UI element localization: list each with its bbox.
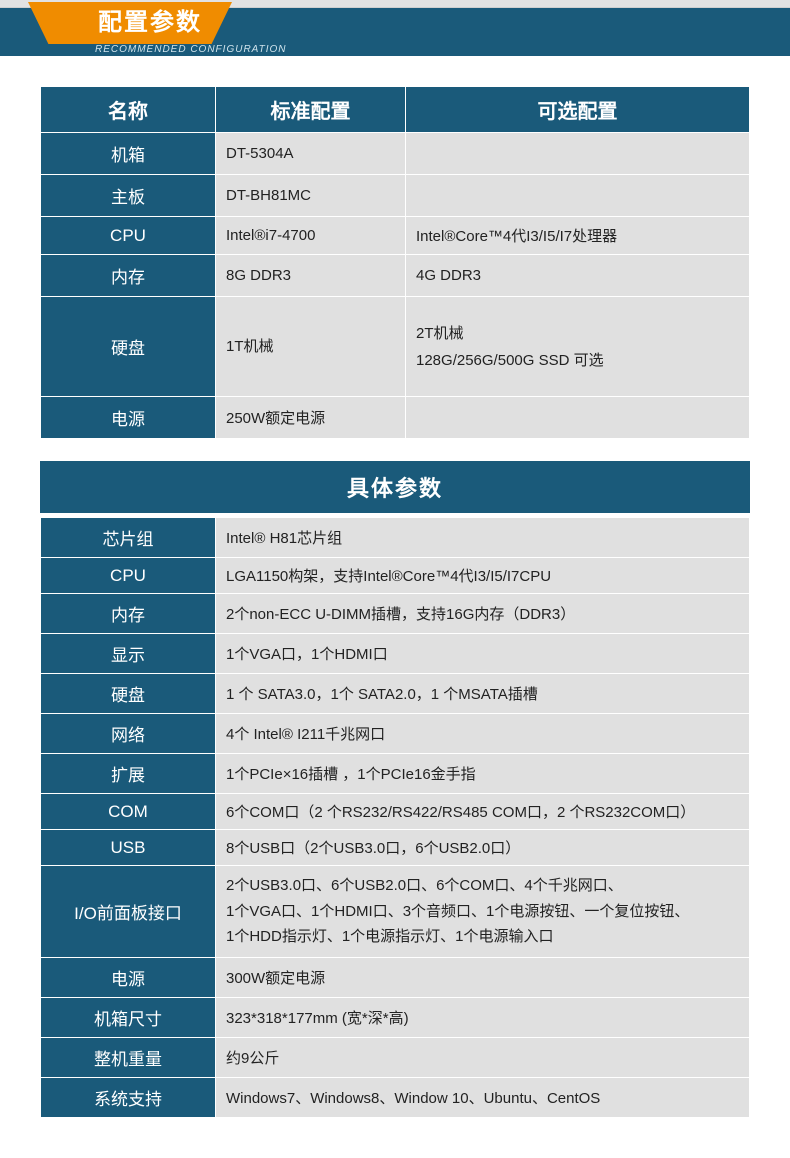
row-label: CPU — [41, 217, 216, 255]
row-standard-value: 8G DDR3 — [216, 255, 406, 297]
table-row: CPULGA1150构架，支持Intel®Core™4代I3/I5/I7CPU — [41, 558, 750, 594]
table-row: 系统支持Windows7、Windows8、Window 10、Ubuntu、C… — [41, 1077, 750, 1117]
row-optional-value — [406, 397, 750, 439]
row-label: 芯片组 — [41, 518, 216, 558]
row-label: I/O前面板接口 — [41, 866, 216, 958]
row-label: 整机重量 — [41, 1037, 216, 1077]
table-row: COM6个COM口（2 个RS232/RS422/RS485 COM口，2 个R… — [41, 794, 750, 830]
row-label: 主板 — [41, 175, 216, 217]
row-label: COM — [41, 794, 216, 830]
row-value: 2个non-ECC U-DIMM插槽，支持16G内存（DDR3） — [216, 594, 750, 634]
table-row: 显示1个VGA口，1个HDMI口 — [41, 634, 750, 674]
row-optional-value: 4G DDR3 — [406, 255, 750, 297]
table-row: 内存8G DDR34G DDR3 — [41, 255, 750, 297]
row-value: 8个USB口（2个USB3.0口，6个USB2.0口） — [216, 830, 750, 866]
table-row: 电源250W额定电源 — [41, 397, 750, 439]
col-header-name: 名称 — [41, 87, 216, 133]
row-label: 扩展 — [41, 754, 216, 794]
table-row: 主板DT-BH81MC — [41, 175, 750, 217]
row-value: 约9公斤 — [216, 1037, 750, 1077]
table-row: 芯片组Intel® H81芯片组 — [41, 518, 750, 558]
row-optional-value — [406, 175, 750, 217]
row-value: 1 个 SATA3.0，1个 SATA2.0，1 个MSATA插槽 — [216, 674, 750, 714]
ribbon-title: 配置参数 — [98, 11, 202, 35]
row-value: 1个PCIe×16插槽 ，1个PCIe16金手指 — [216, 754, 750, 794]
row-standard-value: Intel®i7-4700 — [216, 217, 406, 255]
row-value: LGA1150构架，支持Intel®Core™4代I3/I5/I7CPU — [216, 558, 750, 594]
row-label: 网络 — [41, 714, 216, 754]
row-optional-value: Intel®Core™4代I3/I5/I7处理器 — [406, 217, 750, 255]
row-label: CPU — [41, 558, 216, 594]
row-label: 内存 — [41, 255, 216, 297]
table-row: 网络4个 Intel® I211千兆网口 — [41, 714, 750, 754]
row-label: 电源 — [41, 397, 216, 439]
table-row: 机箱尺寸323*318*177mm (宽*深*高) — [41, 997, 750, 1037]
ribbon-tab: 配置参数 — [28, 2, 232, 44]
table-row: 整机重量约9公斤 — [41, 1037, 750, 1077]
row-value: 4个 Intel® I211千兆网口 — [216, 714, 750, 754]
row-value: 300W额定电源 — [216, 957, 750, 997]
ribbon-subtitle: RECOMMENDED CONFIGURATION — [95, 44, 286, 55]
row-label: 机箱尺寸 — [41, 997, 216, 1037]
row-label: 系统支持 — [41, 1077, 216, 1117]
table-row: CPUIntel®i7-4700Intel®Core™4代I3/I5/I7处理器 — [41, 217, 750, 255]
row-label: 机箱 — [41, 133, 216, 175]
detail-section-title: 具体参数 — [40, 461, 750, 513]
row-label: 电源 — [41, 957, 216, 997]
detail-table: 芯片组Intel® H81芯片组CPULGA1150构架，支持Intel®Cor… — [40, 517, 750, 1118]
row-value: 2个USB3.0口、6个USB2.0口、6个COM口、4个千兆网口、1个VGA口… — [216, 866, 750, 958]
config-table: 名称 标准配置 可选配置 机箱DT-5304A主板DT-BH81MCCPUInt… — [40, 86, 750, 439]
row-value: 6个COM口（2 个RS232/RS422/RS485 COM口，2 个RS23… — [216, 794, 750, 830]
row-label: USB — [41, 830, 216, 866]
table-row: I/O前面板接口2个USB3.0口、6个USB2.0口、6个COM口、4个千兆网… — [41, 866, 750, 958]
table-row: USB8个USB口（2个USB3.0口，6个USB2.0口） — [41, 830, 750, 866]
row-optional-value: 2T机械128G/256G/500G SSD 可选 — [406, 297, 750, 397]
content-area: 名称 标准配置 可选配置 机箱DT-5304A主板DT-BH81MCCPUInt… — [0, 86, 790, 1158]
header-ribbon: 配置参数 RECOMMENDED CONFIGURATION — [0, 8, 790, 56]
table-row: 扩展1个PCIe×16插槽 ，1个PCIe16金手指 — [41, 754, 750, 794]
col-header-standard: 标准配置 — [216, 87, 406, 133]
row-value: 323*318*177mm (宽*深*高) — [216, 997, 750, 1037]
row-label: 硬盘 — [41, 674, 216, 714]
row-label: 显示 — [41, 634, 216, 674]
table-row: 电源300W额定电源 — [41, 957, 750, 997]
row-value: 1个VGA口，1个HDMI口 — [216, 634, 750, 674]
col-header-optional: 可选配置 — [406, 87, 750, 133]
row-standard-value: DT-5304A — [216, 133, 406, 175]
row-standard-value: DT-BH81MC — [216, 175, 406, 217]
row-label: 硬盘 — [41, 297, 216, 397]
table-row: 硬盘1 个 SATA3.0，1个 SATA2.0，1 个MSATA插槽 — [41, 674, 750, 714]
row-value: Intel® H81芯片组 — [216, 518, 750, 558]
table-row: 机箱DT-5304A — [41, 133, 750, 175]
row-standard-value: 250W额定电源 — [216, 397, 406, 439]
row-value: Windows7、Windows8、Window 10、Ubuntu、CentO… — [216, 1077, 750, 1117]
row-label: 内存 — [41, 594, 216, 634]
table-row: 硬盘1T机械2T机械128G/256G/500G SSD 可选 — [41, 297, 750, 397]
table-row: 内存2个non-ECC U-DIMM插槽，支持16G内存（DDR3） — [41, 594, 750, 634]
row-optional-value — [406, 133, 750, 175]
row-standard-value: 1T机械 — [216, 297, 406, 397]
